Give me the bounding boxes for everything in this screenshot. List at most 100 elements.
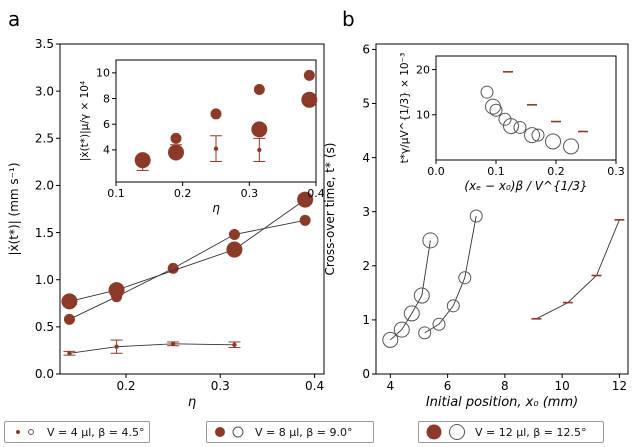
panel-b-xtick-label: 4: [386, 379, 394, 393]
panel-b-inset-point-v8: [531, 128, 545, 142]
panel-b-inset-point-v8: [513, 120, 527, 134]
panel-b-inset: 0.0 0.1 0.2 0.3 10 20 (xₑ − x₀)β / V^{1/3} t*γ/…: [399, 53, 625, 193]
legend-label-v12: V = 12 μl, β = 12.5°: [475, 425, 587, 439]
panel-a-inset-point-v8: [210, 108, 222, 120]
panel-b-inset-ytick-label: 20: [416, 63, 430, 76]
panel-b-inset-point-v12: [545, 133, 561, 150]
panel-a-series-v8: [63, 214, 311, 325]
panel-b-frame: [375, 43, 629, 375]
panel-b-series-v8: [418, 209, 483, 340]
legend-entry-v12: V = 12 μl, β = 12.5°: [418, 421, 604, 443]
panel-a-inset: 0.1 0.2 0.3 0.4 4 6 8 10 η |ẋ(t*)|μ/γ × 10⁴: [79, 59, 325, 215]
panel-a-inset-xlabel: η: [212, 201, 220, 215]
panel-b-xtick-label: 12: [612, 379, 627, 393]
panel-a-point-v4: [114, 344, 119, 349]
panel-b-series-line-v4: [536, 219, 620, 320]
panel-a-point-v12: [226, 241, 243, 258]
legend-marker-v8: [215, 426, 244, 438]
panel-b-inset-series-v8: [480, 85, 545, 142]
panel-a-ytick-label: 3.5: [35, 37, 54, 51]
panel-b-inset-xtick-label: 0.1: [487, 165, 505, 178]
panel-a-ytick-label: 1.0: [35, 273, 54, 287]
panel-a-inset-series-v8: [170, 69, 315, 144]
panel-b-inset-xlabel: (xₑ − x₀)β / V^{1/3}: [464, 179, 587, 193]
panel-a-inset-ytick-label: 10: [96, 67, 110, 80]
panel-b-ytick-label: 0: [362, 367, 370, 381]
panel-b-ytick-label: 6: [362, 43, 370, 57]
panel-b-ytick-label: 3: [362, 205, 370, 219]
panel-a-ytick-label: 2.0: [35, 179, 54, 193]
panel-a-inset-xtick-label: 0.4: [307, 187, 325, 200]
panel-b-inset-point-v8: [480, 85, 494, 99]
panel-a-point-v12: [61, 293, 78, 310]
panel-b-point-v8: [432, 317, 446, 331]
panel-a-inset-point-v4: [257, 147, 262, 153]
panel-a-inset-ytick-label: 8: [103, 92, 110, 105]
panel-b-inset-point-v12: [485, 98, 501, 115]
panel-a-series-line-v8: [69, 219, 306, 320]
panel-a-inset-point-v12: [301, 91, 318, 108]
panel-a-inset-point-v8: [253, 84, 265, 96]
panel-b-point-v12: [382, 331, 399, 348]
panel-b-xtick-label: 8: [501, 379, 509, 393]
panel-a-inset-point-v4: [213, 146, 219, 151]
legend-entry-v8: V = 8 μl, β = 9.0°: [206, 421, 374, 443]
panel-a-ytick-label: 3.0: [35, 84, 54, 98]
panel-b-ytick-label: 2: [362, 259, 370, 273]
panel-b-ytick-label: 4: [362, 151, 370, 165]
panel-a-xtick-label: 0.4: [305, 379, 324, 393]
panel-a-ytick-label: 0.0: [35, 367, 54, 381]
panel-b-point-v12: [393, 321, 410, 338]
panel-b-series-line-v12: [389, 240, 431, 341]
panel-b-inset-ytick-label: 10: [416, 109, 430, 122]
panel-b-inset-point-v12: [503, 118, 519, 135]
panel-b-point-v12: [422, 232, 439, 249]
panel-a-inset-xtick-label: 0.2: [174, 187, 192, 200]
panel-a-point-v8: [228, 228, 240, 240]
panel-b-inset-series-v4: [503, 71, 588, 133]
panel-a-point-v4: [67, 351, 72, 356]
panel-b-inset-frame: [435, 55, 617, 161]
panel-a-inset-point-v12: [134, 152, 151, 169]
panel-b-ylabel: Cross-over time, t* (s): [323, 143, 337, 276]
panel-a-inset-point-v8: [170, 132, 182, 144]
panel-a-frame: [59, 43, 325, 375]
panel-a-xtick-label: 0.3: [211, 379, 230, 393]
panel-a-series-line-v12: [69, 199, 306, 302]
panel-b-series-v4: [531, 219, 625, 320]
panel-b-inset-point-v12: [563, 138, 579, 155]
panel-a-series-v12: [61, 191, 314, 310]
panel-a-inset-series-v12: [134, 91, 318, 169]
panel-a-inset-point-v12: [251, 121, 268, 138]
panel-b-inset-xtick-label: 0.0: [427, 165, 445, 178]
panel-b-ytick-label: 5: [362, 97, 370, 111]
panel-a-point-v12: [297, 191, 314, 208]
panel-b-inset-point-v8: [498, 112, 512, 126]
panel-b-xtick-label: 10: [554, 379, 569, 393]
legend-marker-v4: [16, 429, 34, 435]
panel-a-inset-point-v8: [303, 69, 315, 81]
panel-a-point-v8: [299, 214, 311, 226]
panel-a-ytick-label: 2.5: [35, 131, 54, 145]
panel-a-inset-xtick-label: 0.3: [241, 187, 259, 200]
panel-b-series-v12: [382, 232, 439, 348]
panel-a-inset-frame: [115, 59, 317, 183]
panel-a-inset-ytick-label: 4: [103, 144, 110, 157]
panel-b-xtick-label: 6: [444, 379, 452, 393]
panel-b-point-v8: [446, 299, 460, 313]
panel-a-ytick-label: 0.5: [35, 320, 54, 334]
panel-a-inset-ylabel: |ẋ(t*)|μ/γ × 10⁴: [79, 81, 91, 161]
panel-label-a: a: [8, 7, 20, 31]
panel-a-series-line-v4: [69, 343, 235, 354]
panel-b-point-v12: [413, 287, 430, 304]
panel-a-point-v4: [232, 342, 237, 347]
panel-b-point-v8: [469, 209, 483, 223]
panel-b-point-v8: [458, 271, 472, 285]
panel-b-inset-background: [436, 56, 616, 160]
legend-entry-v4: V = 4 μl, β = 4.5°: [4, 421, 150, 443]
panel-label-b: b: [342, 7, 355, 31]
panel-a-ylabel: |ẋ(t*)| (mm s⁻¹): [7, 162, 21, 255]
panel-a-series-v4: [63, 339, 241, 356]
